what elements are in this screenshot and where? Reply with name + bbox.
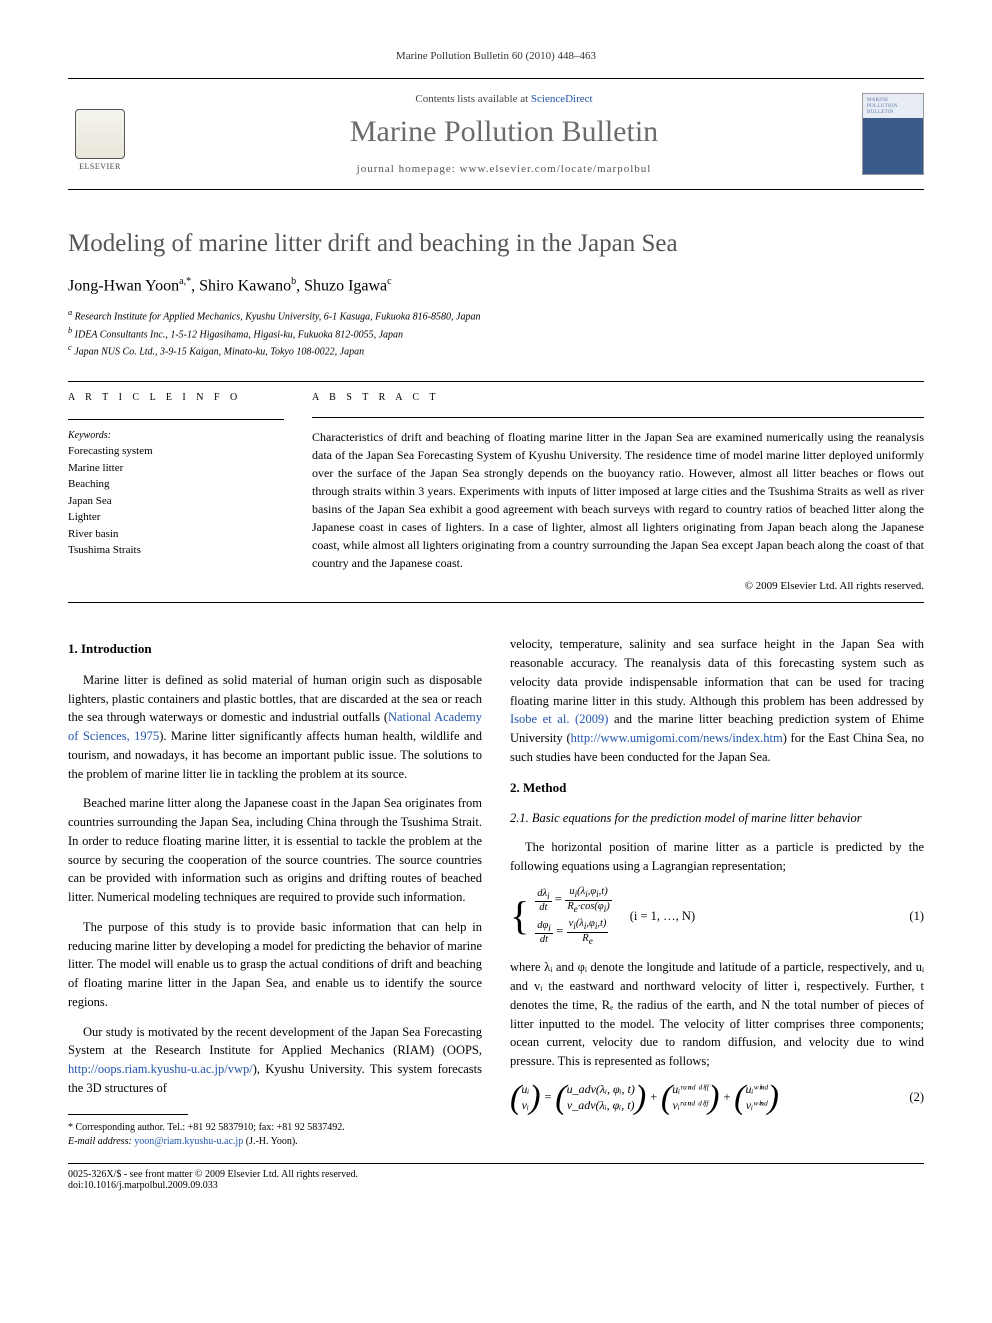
equation-2: (uᵢvᵢ) = (u_adv(λᵢ, φᵢ, t)v_adv(λᵢ, φᵢ, …	[510, 1082, 924, 1113]
umigomi-link[interactable]: http://www.umigomi.com/news/index.htm	[571, 731, 783, 745]
author-3: Shuzo Igawa	[304, 277, 387, 294]
body-columns: 1. Introduction Marine litter is defined…	[68, 635, 924, 1148]
author-2: Shiro Kawano	[199, 277, 291, 294]
affiliation-c: c Japan NUS Co. Ltd., 3-9-15 Kaigan, Min…	[68, 342, 924, 359]
eq1-row1: dλidt = ui(λi,φi,t)Re·cos(φi)	[535, 886, 612, 914]
eq1-side: (i = 1, …, N)	[630, 907, 695, 926]
keyword: Marine litter	[68, 460, 284, 477]
author-3-marks: c	[387, 276, 391, 287]
intro-p1: Marine litter is defined as solid materi…	[68, 671, 482, 784]
col2-p1: velocity, temperature, salinity and sea …	[510, 635, 924, 766]
email-label: E-mail address:	[68, 1136, 134, 1147]
author-2-marks: b	[291, 276, 296, 287]
authors-line: Jong-Hwan Yoona,*, Shiro Kawanob, Shuzo …	[68, 276, 924, 295]
affiliation-b: b IDEA Consultants Inc., 1-5-12 Higasiha…	[68, 325, 924, 342]
journal-cover-thumb	[862, 93, 924, 175]
intro-p4: Our study is motivated by the recent dev…	[68, 1023, 482, 1098]
divider	[312, 417, 924, 418]
publisher-logo: ELSEVIER	[68, 97, 132, 171]
col2-p1a: velocity, temperature, salinity and sea …	[510, 637, 924, 707]
subsection-head-2-1: 2.1. Basic equations for the prediction …	[510, 809, 924, 828]
abstract-head: A B S T R A C T	[312, 392, 924, 403]
doi-line: doi:10.1016/j.marpolbul.2009.09.033	[68, 1180, 358, 1191]
elsevier-tree-icon	[75, 109, 125, 159]
copyright: © 2009 Elsevier Ltd. All rights reserved…	[312, 580, 924, 592]
divider	[68, 602, 924, 603]
page-footer: 0025-326X/$ - see front matter © 2009 El…	[68, 1163, 924, 1191]
keyword: Lighter	[68, 509, 284, 526]
author-1-marks: a,*	[179, 276, 191, 287]
eq1-number: (1)	[909, 907, 924, 926]
abstract: A B S T R A C T Characteristics of drift…	[312, 392, 924, 592]
keywords-label: Keywords:	[68, 430, 284, 441]
issn-line: 0025-326X/$ - see front matter © 2009 El…	[68, 1169, 358, 1180]
divider	[68, 381, 924, 382]
homepage-url: www.elsevier.com/locate/marpolbul	[460, 163, 652, 175]
oops-link[interactable]: http://oops.riam.kyushu-u.ac.jp/vwp/	[68, 1062, 253, 1076]
section-head-method: 2. Method	[510, 778, 924, 798]
affiliations: a Research Institute for Applied Mechani…	[68, 307, 924, 359]
method-p1: The horizontal position of marine litter…	[510, 838, 924, 876]
eq2-number: (2)	[909, 1088, 924, 1107]
email-link[interactable]: yoon@riam.kyushu-u.ac.jp	[134, 1136, 243, 1147]
left-column: 1. Introduction Marine litter is defined…	[68, 635, 482, 1148]
publisher-name: ELSEVIER	[79, 162, 121, 171]
sciencedirect-link[interactable]: ScienceDirect	[531, 93, 593, 105]
article-title: Modeling of marine litter drift and beac…	[68, 230, 924, 258]
article-info-head: A R T I C L E I N F O	[68, 392, 284, 403]
intro-p3: The purpose of this study is to provide …	[68, 918, 482, 1012]
email-tail: (J.-H. Yoon).	[243, 1136, 297, 1147]
abstract-text: Characteristics of drift and beaching of…	[312, 428, 924, 572]
contents-line: Contents lists available at ScienceDirec…	[146, 93, 862, 105]
brace-icon: {	[510, 900, 529, 932]
author-1: Jong-Hwan Yoon	[68, 277, 179, 294]
keyword: Forecasting system	[68, 443, 284, 460]
keyword: River basin	[68, 526, 284, 543]
header-center: Contents lists available at ScienceDirec…	[146, 93, 862, 175]
corresponding-author: * Corresponding author. Tel.: +81 92 583…	[68, 1121, 482, 1135]
keyword: Japan Sea	[68, 493, 284, 510]
article-info: A R T I C L E I N F O Keywords: Forecast…	[68, 392, 284, 592]
intro-p4a: Our study is motivated by the recent dev…	[68, 1025, 482, 1058]
info-abstract-row: A R T I C L E I N F O Keywords: Forecast…	[68, 392, 924, 592]
intro-p2: Beached marine litter along the Japanese…	[68, 794, 482, 907]
journal-name: Marine Pollution Bulletin	[146, 115, 862, 149]
affiliation-a: a Research Institute for Applied Mechani…	[68, 307, 924, 324]
contents-prefix: Contents lists available at	[415, 93, 530, 105]
right-column: velocity, temperature, salinity and sea …	[510, 635, 924, 1148]
keyword: Beaching	[68, 476, 284, 493]
journal-reference: Marine Pollution Bulletin 60 (2010) 448–…	[68, 50, 924, 62]
keyword: Tsushima Straits	[68, 542, 284, 559]
homepage-prefix: journal homepage:	[357, 163, 460, 175]
section-head-intro: 1. Introduction	[68, 639, 482, 659]
email-line: E-mail address: yoon@riam.kyushu-u.ac.jp…	[68, 1135, 482, 1149]
eq1-row2: dφidt = vi(λi,φi,t)Re	[535, 918, 612, 946]
journal-header: ELSEVIER Contents lists available at Sci…	[68, 78, 924, 190]
ref-link-isobe2009[interactable]: Isobe et al. (2009)	[510, 712, 608, 726]
keywords-list: Forecasting system Marine litter Beachin…	[68, 443, 284, 559]
homepage-line: journal homepage: www.elsevier.com/locat…	[146, 163, 862, 175]
divider	[68, 419, 284, 420]
equation-1: { dλidt = ui(λi,φi,t)Re·cos(φi) dφidt = …	[510, 886, 924, 946]
footnote-divider	[68, 1114, 188, 1115]
method-p2: where λᵢ and φᵢ denote the longitude and…	[510, 958, 924, 1071]
